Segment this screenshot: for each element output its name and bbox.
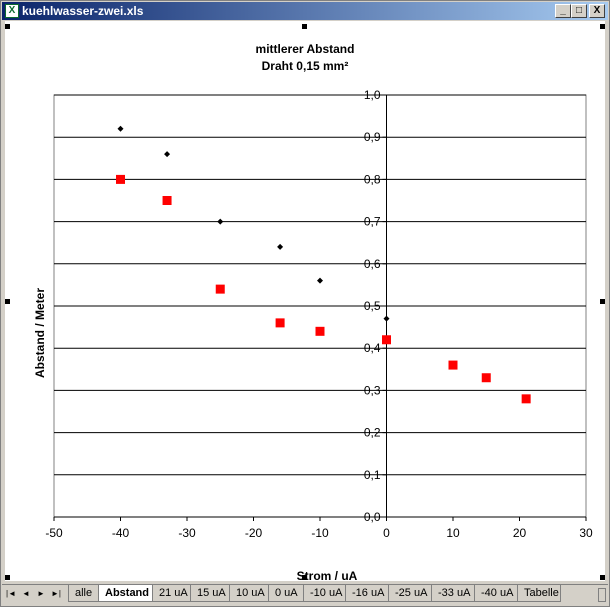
data-point-diamond bbox=[164, 151, 171, 158]
data-point-diamond bbox=[217, 218, 224, 225]
y-tick-label: 1,0 bbox=[364, 88, 381, 102]
data-point-diamond bbox=[383, 315, 390, 322]
x-tick-label: 10 bbox=[446, 526, 460, 540]
y-tick-label: 0,4 bbox=[364, 341, 381, 355]
y-tick-label: 0,1 bbox=[364, 468, 381, 482]
y-tick-label: 0,3 bbox=[364, 383, 381, 397]
y-tick-label: 0,7 bbox=[364, 215, 381, 229]
y-axis-title: Abstand / Meter bbox=[33, 288, 47, 379]
x-tick-label: 0 bbox=[383, 526, 390, 540]
data-point-diamond bbox=[277, 243, 284, 250]
selection-handle[interactable] bbox=[5, 575, 10, 580]
minimize-button[interactable]: _ bbox=[555, 4, 571, 18]
sheet-tab-bar: |◄ ◄ ► ►| alle Abstand 21 uA 15 uA 10 uA 0 uA… bbox=[2, 584, 608, 605]
data-point-square bbox=[275, 318, 285, 328]
title-bar[interactable]: X kuehlwasser-zwei.xls _ □ X bbox=[2, 2, 608, 20]
chart-sheet[interactable]: mittlerer Abstand Draht 0,15 mm² 0,0 0,1 0… bbox=[5, 21, 605, 583]
selection-handle[interactable] bbox=[600, 575, 605, 580]
prev-sheet-button[interactable]: ◄ bbox=[22, 589, 30, 598]
selection-handle[interactable] bbox=[302, 24, 307, 29]
data-point-square bbox=[382, 335, 391, 345]
last-sheet-button[interactable]: ►| bbox=[51, 589, 61, 598]
x-axis-title: Strom / uA bbox=[296, 569, 358, 583]
sheet-tab-15-ua[interactable]: 15 uA bbox=[190, 585, 231, 602]
chart-title-line2: Draht 0,15 mm² bbox=[261, 59, 349, 73]
maximize-button[interactable]: □ bbox=[571, 4, 587, 18]
x-tick-label: -10 bbox=[311, 526, 329, 540]
x-tick-label: -50 bbox=[45, 526, 63, 540]
first-sheet-button[interactable]: |◄ bbox=[6, 589, 16, 598]
next-sheet-button[interactable]: ► bbox=[37, 589, 45, 598]
sheet-tab--10-ua[interactable]: -10 uA bbox=[303, 585, 347, 602]
x-tick-label: -40 bbox=[112, 526, 130, 540]
x-tick-label: -20 bbox=[245, 526, 263, 540]
sheet-tab-alle[interactable]: alle bbox=[68, 585, 100, 602]
selection-handle[interactable] bbox=[302, 575, 307, 580]
sheet-tab--16-ua[interactable]: -16 uA bbox=[345, 585, 390, 602]
sheet-tab--25-ua[interactable]: -25 uA bbox=[388, 585, 433, 602]
excel-icon[interactable]: X bbox=[5, 4, 19, 18]
selection-handle[interactable] bbox=[5, 24, 10, 29]
x-tick-label: 30 bbox=[579, 526, 593, 540]
sheet-tab--40-ua[interactable]: -40 uA bbox=[474, 585, 519, 602]
x-tick-label: -30 bbox=[178, 526, 196, 540]
y-tick-label: 0,5 bbox=[364, 299, 381, 313]
sheet-tab-10-ua[interactable]: 10 uA bbox=[229, 585, 270, 602]
close-button[interactable]: X bbox=[589, 4, 605, 18]
window-title: kuehlwasser-zwei.xls bbox=[22, 4, 144, 18]
data-point-square bbox=[116, 174, 125, 184]
data-point-square bbox=[215, 284, 225, 294]
y-tick-label: 0,2 bbox=[364, 426, 381, 440]
x-tick-label: 20 bbox=[513, 526, 527, 540]
data-point-square bbox=[162, 196, 172, 205]
selection-handle[interactable] bbox=[600, 24, 605, 29]
data-point-square bbox=[481, 373, 491, 383]
sheet-tab-tabelle[interactable]: Tabelle bbox=[517, 585, 561, 602]
data-point-square bbox=[448, 360, 458, 370]
sheet-tab-21-ua[interactable]: 21 uA bbox=[152, 585, 192, 602]
sheet-tab-abstand[interactable]: Abstand bbox=[98, 585, 154, 602]
y-tick-label: 0,9 bbox=[364, 130, 381, 144]
chart-title-line1: mittlerer Abstand bbox=[255, 42, 355, 56]
selection-handle[interactable] bbox=[600, 299, 605, 304]
data-point-diamond bbox=[117, 125, 124, 132]
data-point-square bbox=[315, 326, 325, 336]
y-tick-label: 0,8 bbox=[364, 172, 381, 186]
tab-split-handle[interactable] bbox=[598, 588, 606, 602]
y-tick-label: 0,6 bbox=[364, 257, 381, 271]
data-point-square bbox=[521, 394, 531, 404]
sheet-tab--33-ua[interactable]: -33 uA bbox=[431, 585, 476, 602]
sheet-tab-0-ua[interactable]: 0 uA bbox=[268, 585, 305, 602]
selection-handle[interactable] bbox=[5, 299, 10, 304]
scatter-plot[interactable]: 0,00,10,20,30,40,50,60,70,80,91,0-50 -40-… bbox=[5, 21, 605, 581]
data-point-diamond bbox=[317, 277, 323, 284]
